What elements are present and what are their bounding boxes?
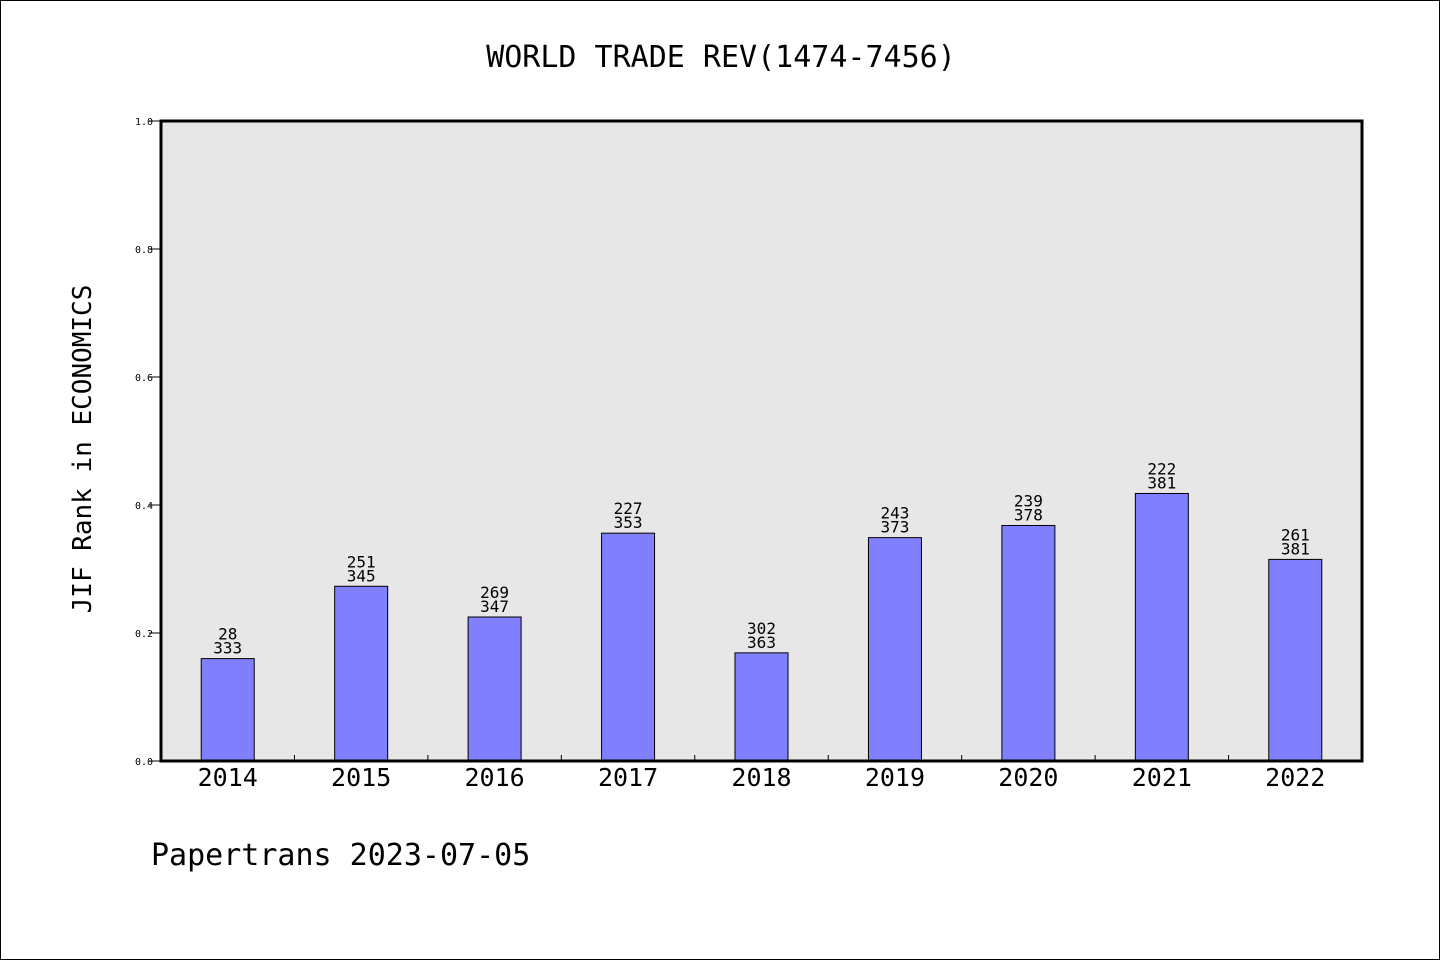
bar-label-bottom: 373 (880, 518, 909, 537)
bar-2014 (200, 658, 255, 762)
x-tick-label: 2018 (731, 763, 791, 792)
y-tick-label: 0.4 (135, 501, 153, 512)
bar-2017 (601, 532, 656, 762)
bar-label-top: 302 (747, 619, 776, 638)
x-tick-label: 2021 (1132, 763, 1192, 792)
y-axis-ticks: 0.0 0.2 0.4 0.6 0.8 1.0 (135, 117, 161, 768)
bar-label-top: 269 (480, 583, 509, 602)
bar-label-top: 251 (347, 552, 376, 571)
x-tick-label: 2019 (865, 763, 925, 792)
bar-label-bottom: 347 (480, 597, 509, 616)
x-axis-ticks: 2014 2015 2016 2017 2018 2019 2020 2021 2022 (198, 755, 1325, 792)
bar-label-bottom: 363 (747, 633, 776, 652)
x-tick-label: 2016 (465, 763, 525, 792)
footer-credit: Papertrans 2023-07-05 (151, 838, 530, 873)
bar-2018 (734, 652, 789, 762)
bar-label-bottom: 333 (213, 639, 242, 658)
x-tick-label: 2022 (1265, 763, 1325, 792)
bar-label-top: 261 (1281, 525, 1310, 544)
y-tick-label: 0.0 (135, 757, 153, 768)
bar-2016 (467, 616, 522, 762)
bar-label-top: 239 (1014, 491, 1043, 510)
bar-2019 (867, 537, 922, 762)
chart-title: WORLD TRADE REV(1474-7456) (486, 40, 956, 75)
bar-label-bottom: 345 (347, 566, 376, 585)
y-axis-label: JIF Rank in ECONOMICS (68, 285, 98, 614)
plot-border (159, 119, 1364, 763)
x-tick-label: 2014 (198, 763, 258, 792)
bar-label-top: 28 (218, 625, 237, 644)
bar-label-bottom: 381 (1147, 473, 1176, 492)
bar-label-top: 227 (614, 499, 643, 518)
bar-label-bottom: 381 (1281, 539, 1310, 558)
bar-label-top: 222 (1147, 459, 1176, 478)
bar-label-bottom: 353 (614, 513, 643, 532)
x-tick-label: 2015 (331, 763, 391, 792)
x-tick-label: 2017 (598, 763, 658, 792)
bar-label-top: 243 (880, 504, 909, 523)
y-tick-label: 0.6 (135, 373, 153, 384)
bar-2020 (1001, 524, 1056, 762)
bar-2022 (1268, 558, 1323, 762)
bar-label-bottom: 378 (1014, 505, 1043, 524)
bar-2021 (1134, 492, 1189, 762)
y-tick-label: 0.8 (135, 245, 153, 256)
y-tick-label: 1.0 (135, 117, 153, 128)
y-tick-label: 0.2 (135, 629, 153, 640)
x-tick-label: 2020 (998, 763, 1058, 792)
bar-2015 (334, 585, 389, 762)
